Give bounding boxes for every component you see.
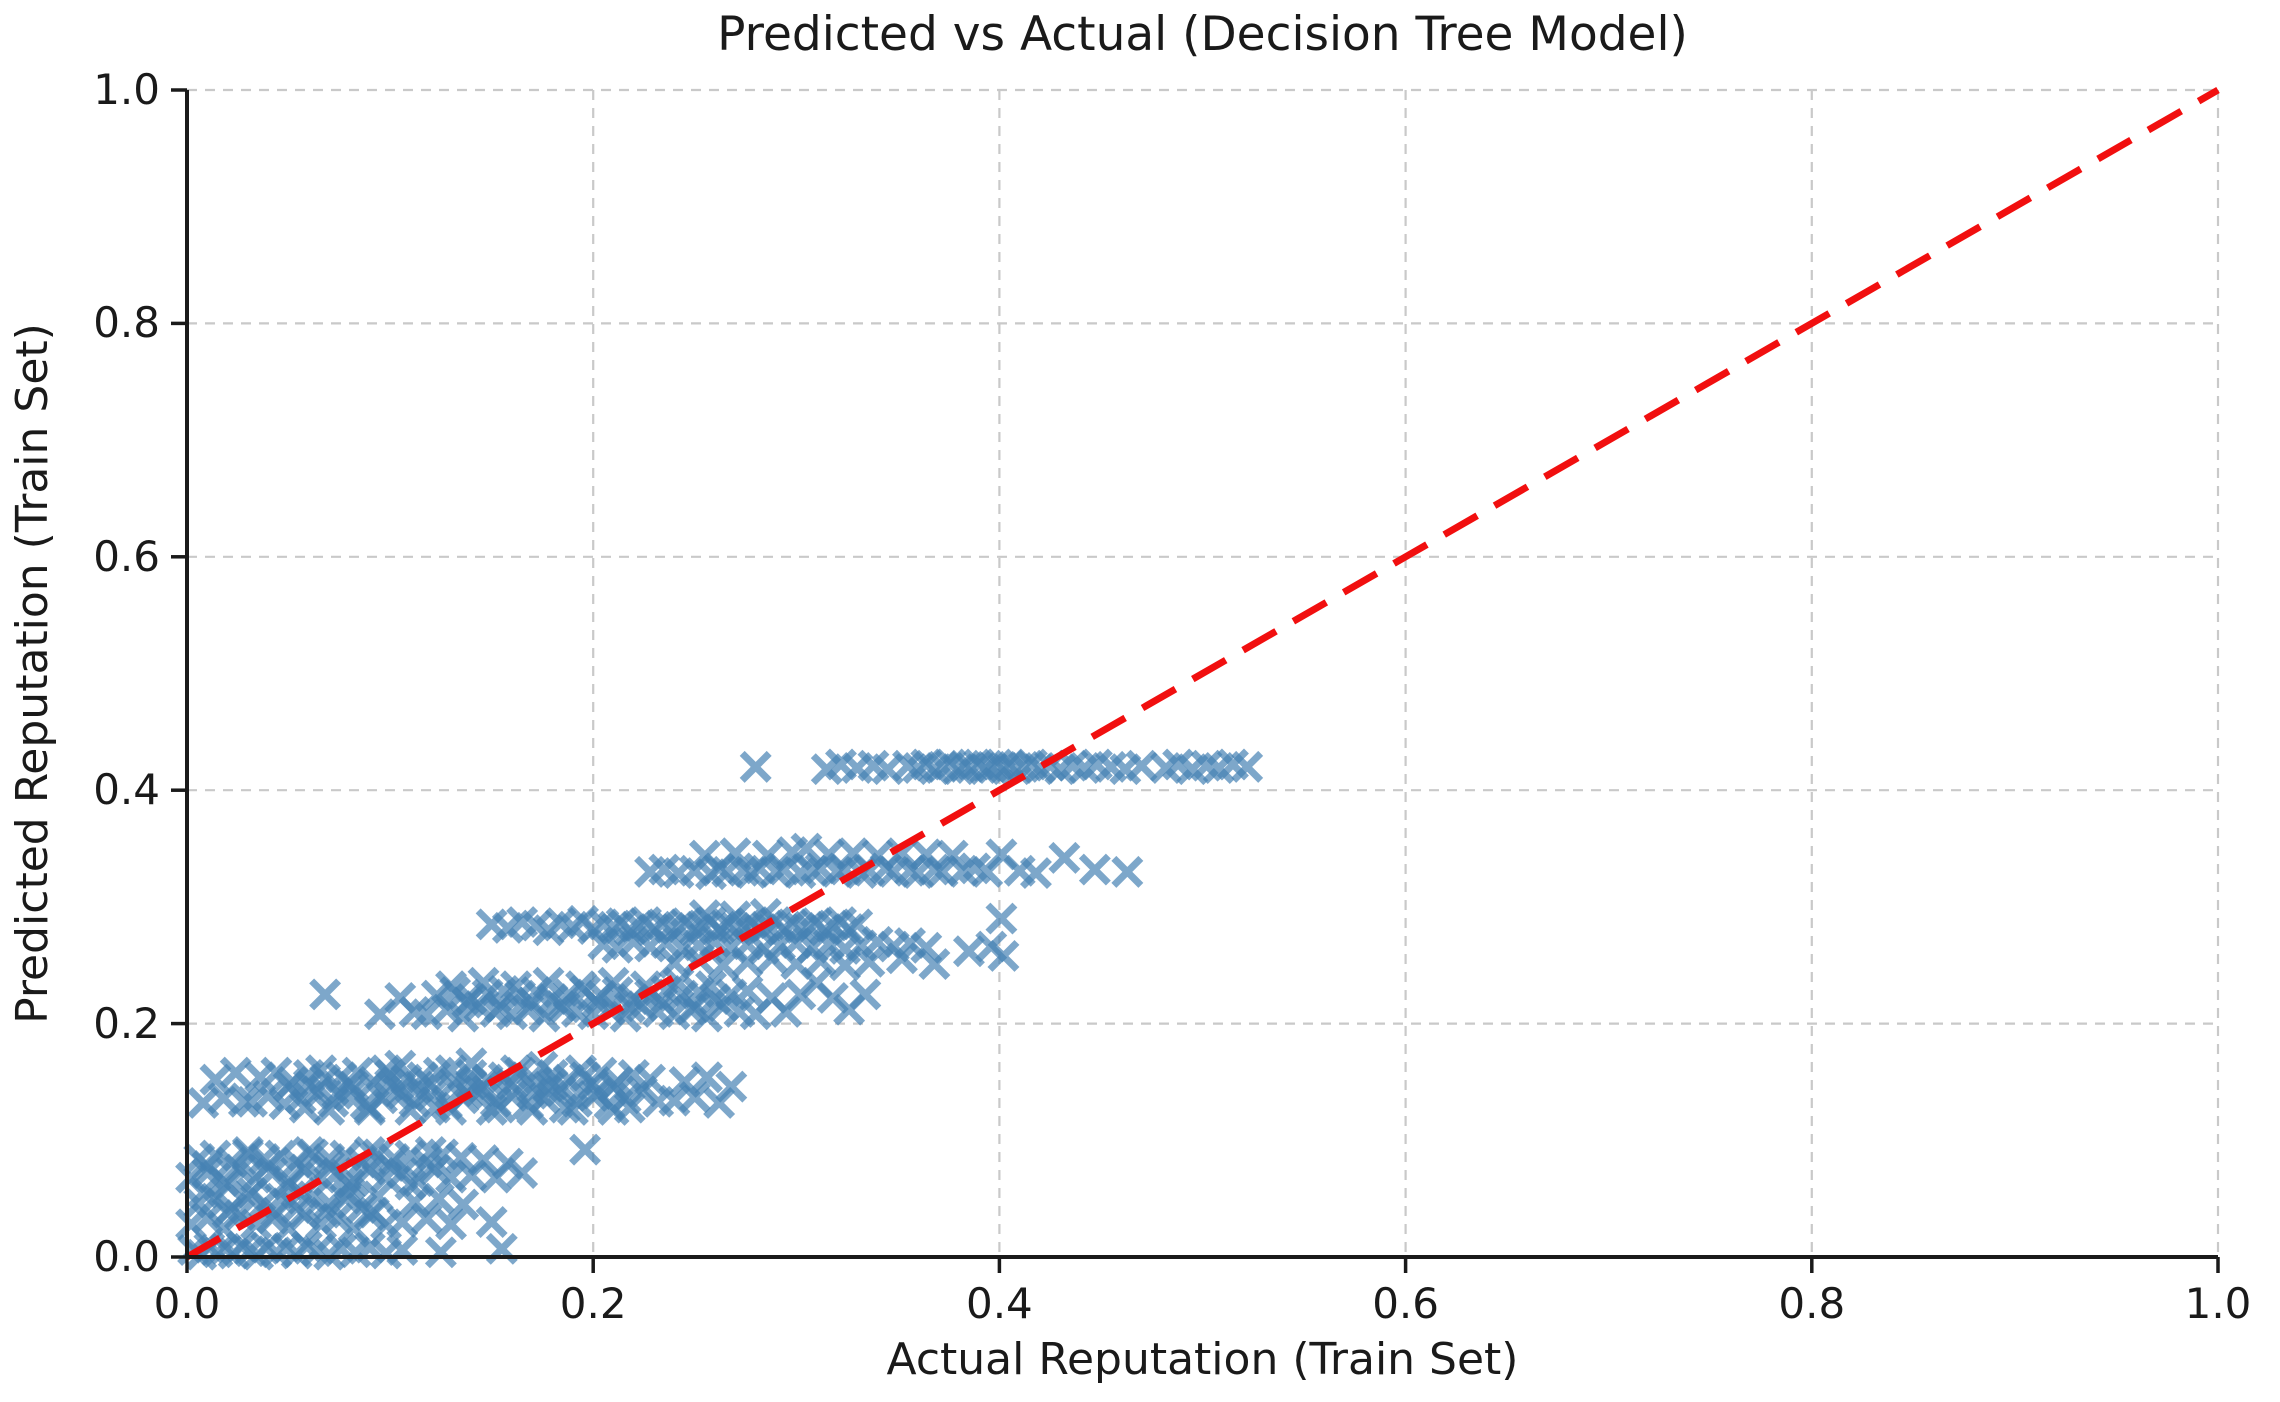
scatter-point	[739, 750, 772, 783]
scatter-point	[357, 1196, 390, 1229]
scatter-point	[447, 1188, 480, 1221]
scatter-point	[731, 945, 764, 978]
scatter-point	[678, 1081, 711, 1114]
scatter-point	[227, 1085, 260, 1118]
scatter-point	[749, 897, 782, 930]
scatter-point	[731, 974, 764, 1007]
scatter-point	[333, 1168, 366, 1201]
scatter-point	[668, 1065, 701, 1098]
y-tick-label: 0.4	[93, 765, 160, 815]
scatter-point	[353, 1093, 386, 1126]
scatter-point	[516, 1093, 549, 1126]
scatter-point	[755, 942, 788, 975]
scatter-point	[374, 1068, 407, 1101]
scatter-point	[313, 1093, 346, 1126]
scatter-point	[690, 1061, 723, 1094]
scatter-point	[1231, 750, 1264, 783]
scatter-point	[199, 1063, 232, 1096]
x-tick-label: 0.0	[153, 1279, 221, 1328]
scatter-point	[1019, 857, 1052, 890]
scatter-point	[394, 1093, 427, 1126]
scatter-point	[910, 931, 943, 964]
scatter-point	[414, 1068, 447, 1101]
scatter-point	[1078, 853, 1111, 886]
scatter-point	[475, 1206, 508, 1238]
scatter-point	[1048, 841, 1081, 874]
scatter-point	[597, 966, 630, 999]
scatter-point	[719, 900, 752, 933]
scatter-point	[577, 1068, 610, 1101]
scatter-point	[849, 978, 882, 1011]
scatter-point	[386, 1206, 419, 1238]
scatter-point	[695, 970, 727, 1003]
scatter-point	[987, 939, 1020, 972]
scatter-point	[853, 945, 886, 978]
scatter-point	[597, 1093, 630, 1126]
scatter-point	[569, 1133, 602, 1166]
scatter-point	[483, 1091, 516, 1124]
scatter-point	[467, 966, 500, 999]
scatter-point	[435, 1208, 468, 1241]
scatter-point	[688, 899, 721, 932]
scatter-point	[548, 1091, 581, 1124]
scatter-point	[191, 1157, 224, 1189]
scatter-point	[219, 1056, 252, 1089]
scatter-point	[985, 902, 1018, 935]
scatter-point	[715, 1070, 748, 1103]
scatter-point	[936, 839, 969, 872]
scatter-point	[430, 993, 463, 1026]
x-tick-label: 0.2	[559, 1279, 627, 1328]
scatter-point	[790, 832, 823, 865]
scatter-point	[292, 1068, 325, 1101]
y-tick-label: 0.6	[93, 531, 160, 581]
scatter-point	[424, 1236, 457, 1269]
scatter-point	[292, 1135, 325, 1168]
scatter-point	[467, 1144, 500, 1177]
x-tick-label: 0.8	[1778, 1279, 1846, 1328]
scatter-point	[475, 1093, 508, 1126]
scatter-point	[414, 1135, 447, 1168]
x-tick-label: 0.6	[1372, 1279, 1439, 1328]
scatter-point	[309, 978, 342, 1011]
scatter-point	[1111, 855, 1144, 888]
scatter-point	[252, 1079, 285, 1112]
x-tick-label: 1.0	[2184, 1279, 2252, 1328]
scatter-point	[829, 949, 862, 982]
scatter-point	[526, 1050, 559, 1083]
scatter-point	[536, 1068, 569, 1101]
scatter-point	[952, 935, 985, 968]
scatter-point	[231, 1135, 264, 1168]
scatter-point	[394, 1168, 427, 1201]
scatter-point	[333, 1068, 366, 1101]
scatter-point	[532, 966, 565, 999]
chart-title: Predicted vs Actual (Decision Tree Model…	[717, 7, 1688, 62]
y-tick-label: 0.2	[93, 998, 160, 1048]
scatter-point	[556, 1093, 589, 1126]
identity-line	[185, 86, 2220, 1261]
scatter-point	[804, 944, 837, 977]
y-tick-label: 0.8	[93, 298, 160, 348]
scatter-point	[780, 948, 813, 981]
scatter-point	[384, 1049, 417, 1082]
x-axis-label: Actual Reputation (Train Set)	[886, 1334, 1519, 1385]
scatter-point	[634, 1063, 667, 1096]
scatter-point	[410, 1202, 443, 1235]
scatter-point	[658, 946, 691, 979]
x-tick-label: 0.4	[965, 1279, 1033, 1328]
scatter-point	[455, 1047, 488, 1080]
scatter-point	[506, 1157, 539, 1189]
scatter-point	[885, 942, 918, 975]
y-tick-label: 1.0	[93, 65, 160, 114]
y-tick-label: 0.0	[93, 1232, 160, 1281]
scatter-point	[918, 948, 951, 981]
scatter-point	[435, 1054, 468, 1087]
scatter-point	[211, 1168, 244, 1201]
